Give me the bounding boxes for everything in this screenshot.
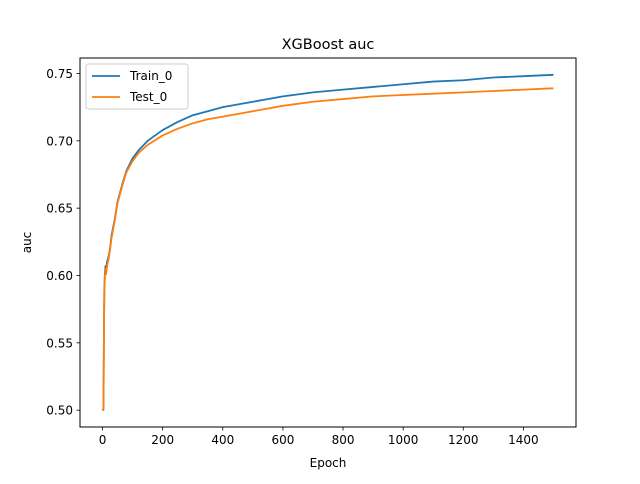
x-tick-label: 600	[271, 433, 294, 447]
series-layer	[101, 73, 554, 412]
legend-label-test: Test_0	[129, 90, 167, 104]
series-line-test-0	[102, 87, 554, 412]
y-axis: 0.50 0.55 0.60 0.65 0.70 0.75	[46, 67, 80, 418]
y-axis-label: auc	[20, 232, 34, 254]
y-tick-label: 0.55	[46, 336, 73, 350]
x-tick-label: 200	[151, 433, 174, 447]
x-tick-label: 1400	[508, 433, 539, 447]
x-tick-label: 1000	[388, 433, 419, 447]
y-tick-label: 0.65	[46, 202, 73, 216]
x-axis-label: Epoch	[310, 456, 347, 470]
legend-label-train: Train_0	[129, 69, 172, 83]
y-tick-label: 0.50	[46, 404, 73, 418]
legend: Train_0 Test_0	[85, 63, 189, 110]
x-tick-label: 1200	[448, 433, 479, 447]
x-tick-label: 400	[211, 433, 234, 447]
chart-title: XGBoost auc	[282, 37, 375, 53]
x-axis: 0 200 400 600 800 1000 1200 1400	[99, 427, 539, 447]
y-tick-label: 0.70	[46, 134, 73, 148]
y-tick-label: 0.75	[46, 67, 73, 81]
plot-frame	[79, 57, 577, 428]
y-tick-label: 0.60	[46, 269, 73, 283]
x-tick-label: 0	[99, 433, 107, 447]
x-tick-label: 800	[332, 433, 355, 447]
